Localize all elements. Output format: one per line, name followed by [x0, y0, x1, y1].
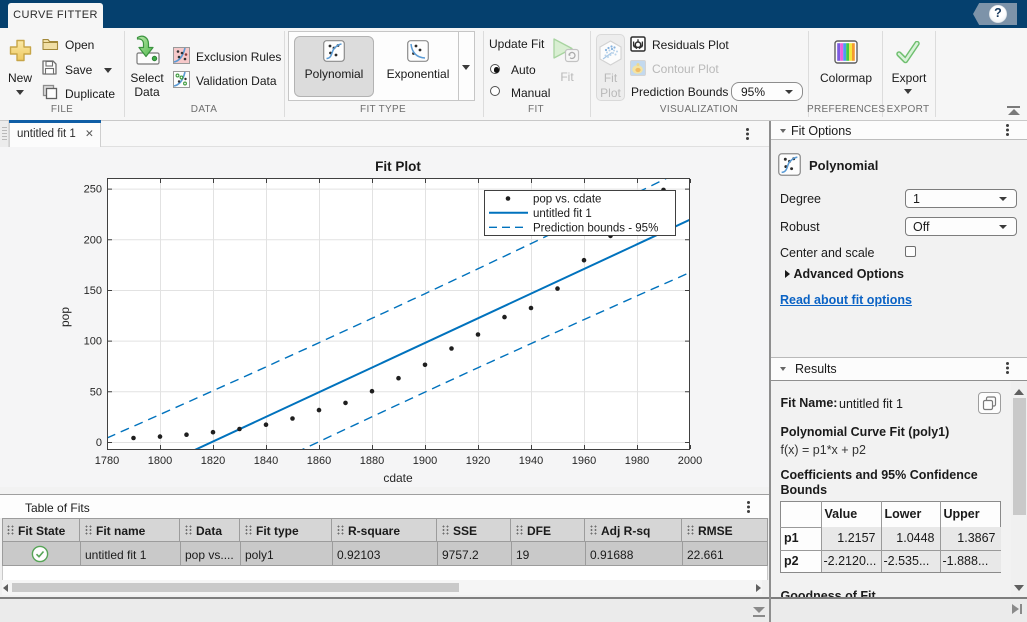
svg-text:1880: 1880: [360, 455, 384, 467]
svg-text:Fit Plot: Fit Plot: [375, 159, 421, 174]
svg-text:2000: 2000: [678, 455, 702, 467]
svg-text:1920: 1920: [466, 455, 490, 467]
svg-text:0: 0: [96, 437, 102, 449]
svg-text:100: 100: [84, 336, 102, 348]
svg-text:150: 150: [84, 285, 102, 297]
svg-text:200: 200: [84, 234, 102, 246]
svg-text:1860: 1860: [307, 455, 331, 467]
svg-text:1960: 1960: [572, 455, 596, 467]
svg-text:pop: pop: [58, 307, 72, 327]
svg-text:cdate: cdate: [383, 471, 413, 485]
svg-text:pop vs. cdate: pop vs. cdate: [533, 194, 601, 206]
svg-text:Prediction bounds - 95%: Prediction bounds - 95%: [533, 223, 658, 235]
svg-text:1780: 1780: [95, 455, 119, 467]
svg-text:1820: 1820: [201, 455, 225, 467]
svg-text:250: 250: [84, 184, 102, 196]
svg-text:1800: 1800: [148, 455, 172, 467]
svg-text:50: 50: [90, 386, 102, 398]
svg-text:1900: 1900: [413, 455, 437, 467]
svg-text:untitled fit 1: untitled fit 1: [533, 208, 592, 220]
svg-text:1840: 1840: [254, 455, 278, 467]
svg-text:1940: 1940: [519, 455, 543, 467]
svg-text:1980: 1980: [625, 455, 649, 467]
